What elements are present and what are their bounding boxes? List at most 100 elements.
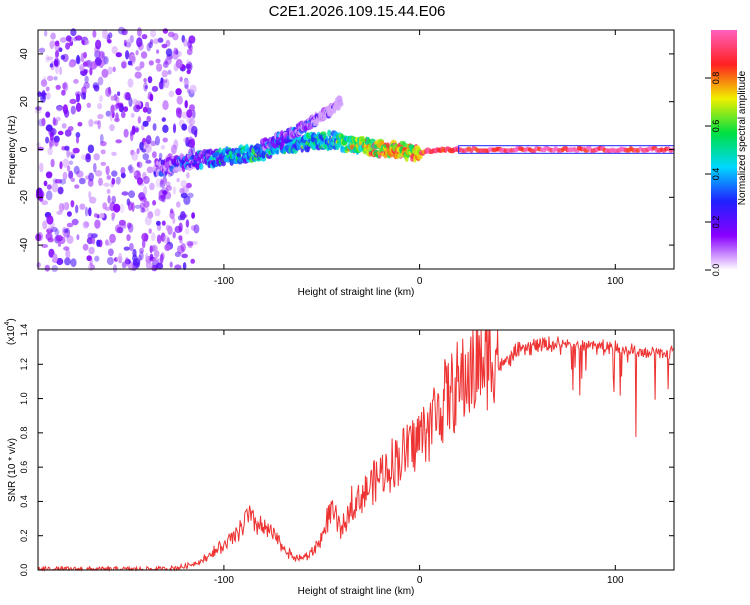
heatmap-noise-blob bbox=[128, 166, 135, 173]
snr-x-tick-label: -100 bbox=[214, 575, 234, 586]
heatmap-noise-blob bbox=[96, 239, 101, 247]
heatmap-noise-blob bbox=[155, 178, 162, 188]
heatmap-noise-blob bbox=[54, 58, 59, 67]
heatmap-noise-blob bbox=[178, 222, 183, 233]
heatmap-noise-blob bbox=[118, 252, 122, 261]
heatmap-noise-blob bbox=[169, 261, 173, 268]
heatmap-noise-blob bbox=[59, 66, 63, 76]
heatmap-noise-blob bbox=[86, 102, 92, 109]
heatmap-noise-blob bbox=[46, 56, 54, 61]
heatmap-noise-blob bbox=[142, 106, 148, 113]
heatmap-noise-blob bbox=[70, 28, 77, 37]
heatmap-noise-blob bbox=[179, 76, 183, 83]
heatmap-noise-region bbox=[34, 26, 200, 273]
heatmap-noise-blob bbox=[162, 100, 169, 111]
heatmap-noise-blob bbox=[98, 177, 103, 186]
snr-y-tick-label: 0.2 bbox=[19, 529, 29, 542]
heatmap-noise-blob bbox=[119, 104, 125, 113]
heatmap-noise-blob bbox=[126, 234, 131, 242]
heatmap-noise-blob bbox=[101, 68, 109, 78]
heatmap-y-tick-label: -20 bbox=[19, 190, 30, 205]
heatmap-noise-blob bbox=[70, 177, 76, 182]
heatmap-noise-blob bbox=[82, 221, 90, 229]
heatmap-x-tick-label: -100 bbox=[214, 276, 234, 287]
heatmap-noise-blob bbox=[68, 61, 76, 68]
heatmap-noise-blob bbox=[41, 79, 47, 85]
heatmap-noise-blob bbox=[128, 97, 133, 107]
heatmap-noise-blob bbox=[111, 151, 117, 156]
heatmap-noise-blob bbox=[154, 208, 161, 217]
heatmap-noise-blob bbox=[185, 63, 191, 70]
heatmap-noise-blob bbox=[144, 144, 152, 154]
heatmap-y-axis: -40 -20 0 20 40 bbox=[19, 48, 674, 252]
heatmap-noise-blob bbox=[54, 179, 63, 184]
heatmap-noise-blob bbox=[61, 123, 67, 129]
heatmap-noise-blob bbox=[193, 224, 200, 234]
heatmap-noise-blob bbox=[127, 78, 134, 88]
heatmap-noise-blob bbox=[149, 182, 155, 191]
heatmap-noise-blob bbox=[64, 129, 72, 137]
figure-title: C2E1.2026.109.15.44.E06 bbox=[269, 3, 446, 20]
heatmap-noise-blob bbox=[162, 137, 168, 143]
heatmap-noise-blob bbox=[115, 139, 123, 144]
heatmap-noise-blob bbox=[40, 93, 46, 103]
heatmap-noise-blob bbox=[158, 80, 165, 90]
heatmap-noise-blob bbox=[54, 138, 59, 147]
heatmap-noise-blob bbox=[76, 170, 84, 178]
heatmap-noise-blob bbox=[54, 40, 60, 47]
heatmap-noise-blob bbox=[139, 202, 145, 210]
heatmap-noise-blob bbox=[80, 52, 85, 63]
heatmap-noise-blob bbox=[109, 233, 116, 244]
heatmap-noise-blob bbox=[123, 106, 129, 112]
heatmap-noise-blob bbox=[63, 228, 69, 234]
heatmap-noise-blob bbox=[64, 145, 70, 151]
heatmap-noise-blob bbox=[160, 232, 166, 242]
heatmap-noise-blob bbox=[56, 210, 63, 215]
heatmap-noise-blob bbox=[142, 120, 149, 127]
heatmap-noise-blob bbox=[146, 166, 154, 174]
heatmap-noise-blob bbox=[175, 88, 182, 96]
heatmap-noise-blob bbox=[178, 235, 183, 241]
heatmap-noise-blob bbox=[102, 29, 108, 39]
heatmap-noise-blob bbox=[177, 50, 182, 57]
heatmap-noise-blob bbox=[145, 135, 152, 145]
heatmap-noise-blob bbox=[124, 257, 129, 267]
heatmap-noise-blob bbox=[93, 120, 100, 125]
heatmap-noise-blob bbox=[59, 178, 67, 185]
snr-y-tick-label: 1.2 bbox=[19, 358, 29, 371]
heatmap-noise-blob bbox=[123, 128, 129, 138]
heatmap-noise-blob bbox=[128, 223, 134, 233]
heatmap-noise-blob bbox=[117, 26, 126, 35]
heatmap-noise-blob bbox=[144, 215, 152, 226]
heatmap-noise-blob bbox=[139, 251, 144, 261]
heatmap-noise-blob bbox=[165, 185, 172, 192]
heatmap-x-tick-label: 0 bbox=[417, 276, 423, 287]
heatmap-noise-blob bbox=[159, 253, 164, 264]
heatmap-noise-blob bbox=[54, 44, 61, 52]
heatmap-noise-blob bbox=[183, 38, 188, 47]
heatmap-noise-blob bbox=[157, 37, 164, 43]
snr-x-tick-label: 0 bbox=[417, 575, 423, 586]
heatmap-noise-blob bbox=[84, 206, 89, 217]
heatmap-noise-blob bbox=[137, 116, 142, 124]
heatmap-noise-blob bbox=[45, 124, 53, 132]
heatmap-noise-blob bbox=[110, 95, 115, 101]
heatmap-noise-blob bbox=[55, 84, 61, 90]
heatmap-noise-blob bbox=[141, 232, 149, 242]
heatmap-noise-blob bbox=[151, 232, 156, 242]
heatmap-noise-blob bbox=[173, 47, 178, 55]
colorbar-tick-label: 0.6 bbox=[711, 120, 721, 133]
heatmap-noise-blob bbox=[52, 137, 58, 143]
heatmap-noise-blob bbox=[100, 149, 106, 155]
snr-y-tick-label: 1.0 bbox=[19, 392, 29, 405]
heatmap-noise-blob bbox=[168, 90, 175, 98]
heatmap-noise-blob bbox=[179, 187, 185, 194]
heatmap-noise-blob bbox=[140, 51, 148, 59]
heatmap-noise-blob bbox=[76, 234, 80, 241]
heatmap-noise-blob bbox=[41, 244, 49, 248]
heatmap-noise-blob bbox=[180, 243, 186, 252]
heatmap-noise-blob bbox=[139, 141, 144, 151]
heatmap-noise-blob bbox=[94, 219, 101, 229]
heatmap-noise-blob bbox=[62, 158, 70, 168]
heatmap-noise-blob bbox=[181, 123, 188, 131]
